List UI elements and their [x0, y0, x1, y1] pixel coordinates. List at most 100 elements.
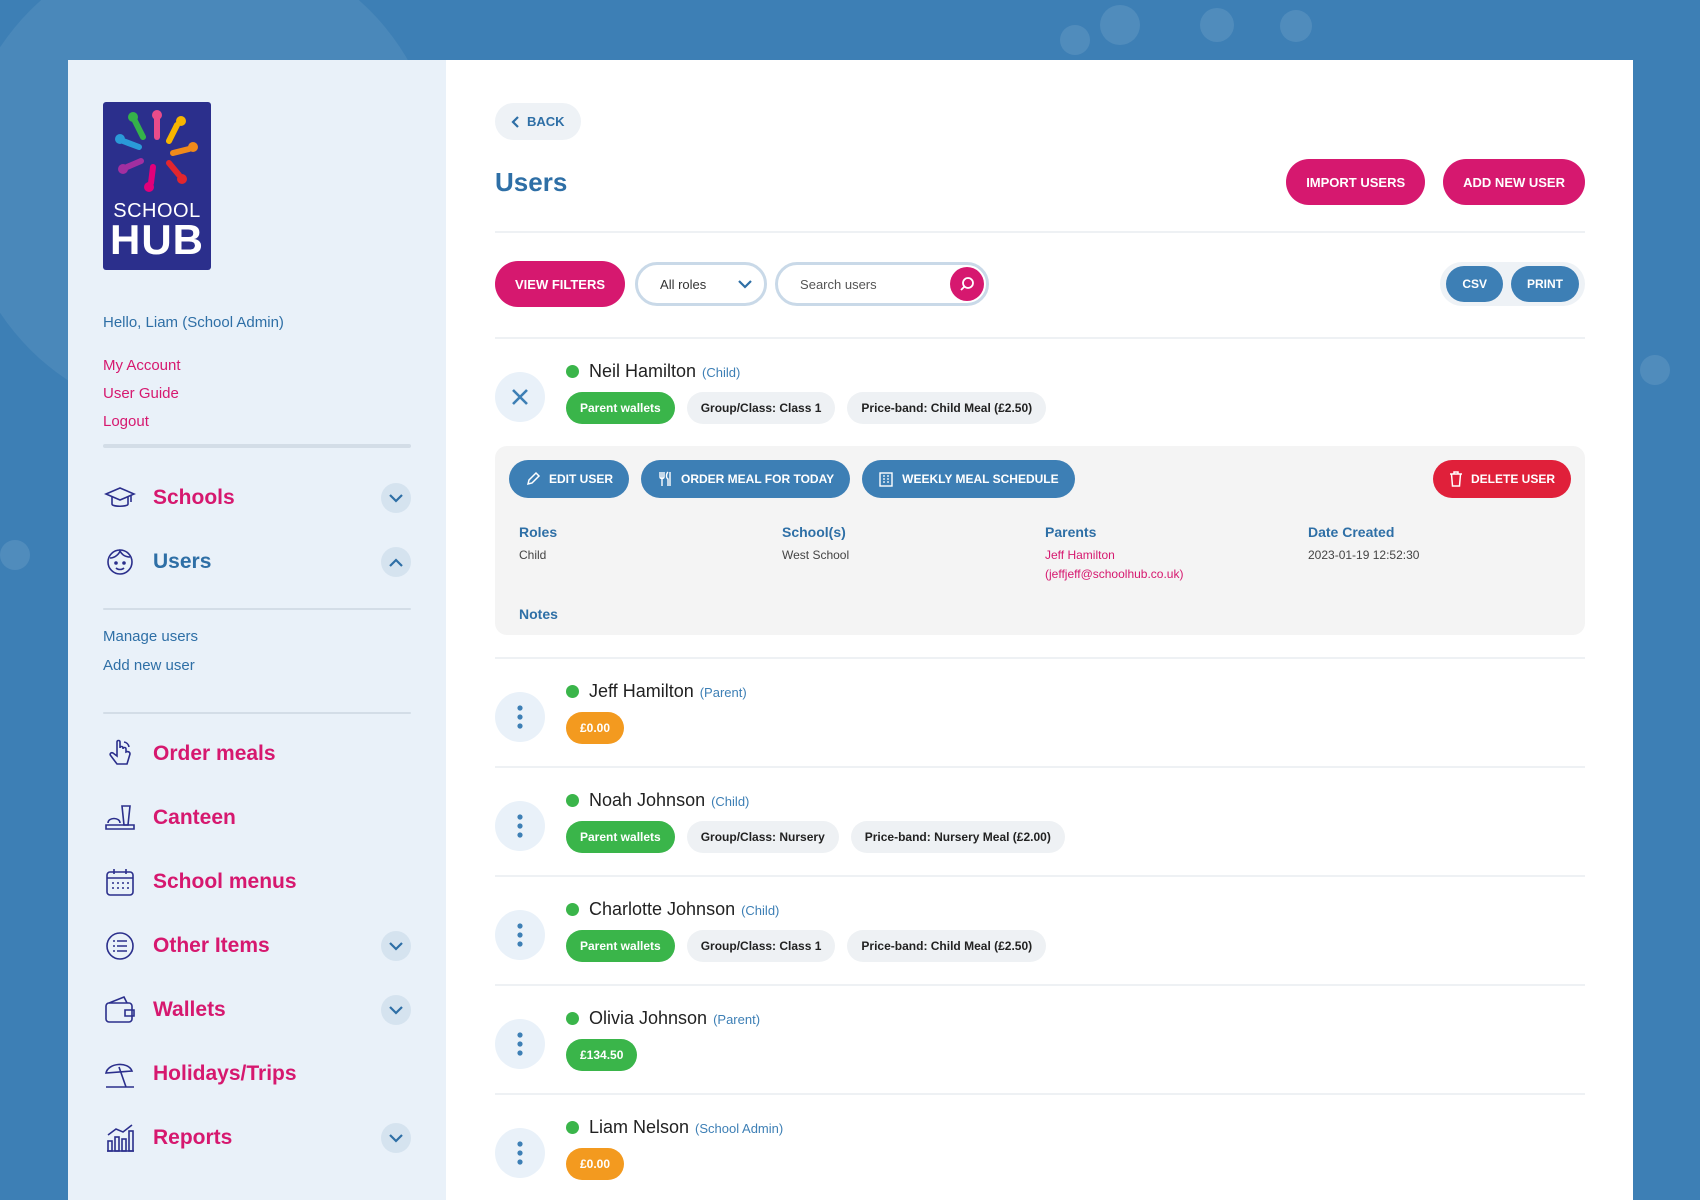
collapse-button[interactable] [495, 372, 545, 422]
chevron-down-icon[interactable] [381, 1123, 411, 1153]
nav-other-items[interactable]: Other Items [103, 914, 411, 978]
more-options-button[interactable] [495, 801, 545, 851]
trash-icon [1449, 471, 1462, 487]
parent-email-link[interactable]: (jeffjeff@schoolhub.co.uk) [1045, 567, 1184, 581]
cutlery-icon [659, 471, 671, 486]
edit-user-button[interactable]: EDIT USER [509, 460, 630, 498]
user-name[interactable]: Charlotte Johnson [589, 899, 736, 919]
chevron-down-icon[interactable] [381, 931, 411, 961]
order-meal-today-button[interactable]: ORDER MEAL FOR TODAY [641, 460, 851, 498]
nav-reports[interactable]: Reports [103, 1106, 411, 1170]
main-content: BACK Users IMPORT USERS ADD NEW USER VIE… [446, 60, 1633, 1200]
user-name[interactable]: Olivia Johnson [589, 1008, 708, 1028]
chevron-down-icon[interactable] [381, 483, 411, 513]
nav-wallets[interactable]: Wallets [103, 978, 411, 1042]
schedule-icon [879, 472, 893, 487]
class-tag: Group/Class: Nursery [686, 821, 839, 853]
balance-tag: £0.00 [566, 712, 625, 744]
user-name[interactable]: Liam Nelson [589, 1117, 690, 1137]
more-options-button[interactable] [495, 692, 545, 742]
back-button[interactable]: BACK [495, 103, 581, 140]
my-account-link[interactable]: My Account [103, 357, 181, 374]
nav-order-meals[interactable]: Order meals [103, 722, 411, 786]
nav-holidays-trips[interactable]: Holidays/Trips [103, 1042, 411, 1106]
account-links: My Account User Guide Logout [103, 357, 411, 430]
status-active-dot [566, 903, 579, 916]
notes-heading: Notes [519, 606, 558, 622]
canteen-tray-icon [103, 801, 137, 835]
nav-reports-label: Reports [153, 1126, 233, 1149]
pencil-icon [526, 471, 541, 486]
more-options-button[interactable] [495, 1128, 545, 1178]
delete-user-button[interactable]: DELETE USER [1432, 460, 1571, 498]
edit-user-label: EDIT USER [549, 472, 614, 486]
manage-users-link[interactable]: Manage users [103, 628, 199, 645]
view-filters-button[interactable]: VIEW FILTERS [495, 261, 626, 307]
nav-canteen-label: Canteen [153, 806, 236, 829]
nav-divider [103, 608, 411, 610]
nav-school-menus[interactable]: School menus [103, 850, 411, 914]
sidebar-divider [103, 444, 411, 448]
import-users-button[interactable]: IMPORT USERS [1286, 159, 1426, 205]
nav-other-items-label: Other Items [153, 934, 270, 957]
nav-holidays-label: Holidays/Trips [153, 1062, 297, 1085]
role-select-value: All roles [660, 276, 707, 292]
vertical-dots-icon [517, 1141, 523, 1165]
pointing-hand-icon [103, 737, 137, 771]
nav-users[interactable]: Users [103, 530, 411, 594]
status-active-dot [566, 1012, 579, 1025]
add-new-user-button[interactable]: ADD NEW USER [1443, 159, 1585, 205]
nav-schools[interactable]: Schools [103, 466, 411, 530]
add-new-user-link[interactable]: Add new user [103, 657, 195, 674]
wallet-icon [103, 993, 137, 1027]
background-dot [0, 540, 30, 570]
logout-link[interactable]: Logout [103, 413, 149, 430]
user-row: Neil Hamilton (Child) Parent wallets Gro… [495, 339, 1585, 659]
app-frame: SCHOOL HUB Hello, Liam (School Admin) My… [68, 60, 1633, 1200]
weekly-meal-schedule-button[interactable]: WEEKLY MEAL SCHEDULE [862, 460, 1075, 498]
vertical-dots-icon [517, 814, 523, 838]
parent-name-link[interactable]: Jeff Hamilton [1045, 548, 1115, 562]
more-options-button[interactable] [495, 910, 545, 960]
user-role: (School Admin) [695, 1121, 784, 1136]
date-created-heading: Date Created [1308, 524, 1395, 540]
user-detail-panel: EDIT USER ORDER MEAL FOR TODAY WEEKLY ME… [495, 446, 1585, 635]
school-hub-logo[interactable]: SCHOOL HUB [103, 102, 211, 270]
user-role: (Parent) [713, 1012, 761, 1027]
user-guide-link[interactable]: User Guide [103, 385, 179, 402]
print-button[interactable]: PRINT [1511, 266, 1579, 302]
status-active-dot [566, 1121, 579, 1134]
price-band-tag: Price-band: Child Meal (£2.50) [847, 392, 1047, 424]
chevron-down-icon[interactable] [381, 995, 411, 1025]
csv-button[interactable]: CSV [1446, 266, 1503, 302]
date-created-value: 2023-01-19 12:52:30 [1308, 548, 1420, 562]
vertical-dots-icon [517, 923, 523, 947]
user-name[interactable]: Noah Johnson [589, 790, 706, 810]
page-title: Users [495, 166, 568, 197]
vertical-dots-icon [517, 1032, 523, 1056]
filter-divider [495, 337, 1585, 339]
list-circle-icon [103, 929, 137, 963]
user-row: Jeff Hamilton (Parent) £0.00 [495, 659, 1585, 768]
bar-chart-icon [103, 1121, 137, 1155]
logo-line1: SCHOOL [113, 200, 201, 222]
status-active-dot [566, 365, 579, 378]
nav-canteen[interactable]: Canteen [103, 786, 411, 850]
user-row: Olivia Johnson (Parent) £134.50 [495, 986, 1585, 1095]
role-select[interactable]: All roles [635, 262, 768, 306]
close-icon [512, 389, 528, 405]
filter-bar: VIEW FILTERS All roles CSV PRINT [495, 261, 1585, 307]
class-tag: Group/Class: Class 1 [686, 392, 836, 424]
schools-value: West School [782, 548, 850, 562]
user-name[interactable]: Neil Hamilton [589, 361, 697, 381]
search-field [775, 262, 990, 306]
search-input[interactable] [800, 276, 951, 292]
more-options-button[interactable] [495, 1019, 545, 1069]
search-button[interactable] [950, 267, 985, 301]
back-label: BACK [527, 114, 565, 129]
nav-users-label: Users [153, 550, 212, 573]
logo-line2: HUB [110, 216, 204, 263]
user-name[interactable]: Jeff Hamilton [589, 681, 694, 701]
graduation-cap-icon [103, 481, 137, 515]
chevron-up-icon[interactable] [381, 547, 411, 577]
